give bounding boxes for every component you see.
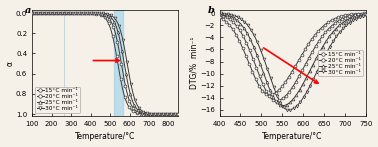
X-axis label: Temperature/°C: Temperature/°C [262, 132, 323, 141]
Text: b: b [208, 6, 215, 15]
Bar [113, 10, 123, 116]
Y-axis label: DTG/%  min⁻¹: DTG/% min⁻¹ [189, 37, 198, 89]
X-axis label: Temperature/°C: Temperature/°C [75, 132, 135, 141]
Y-axis label: α: α [6, 61, 15, 66]
Legend: 15°C min⁻¹, 20°C min⁻¹, 25°C min⁻¹, 30°C min⁻¹: 15°C min⁻¹, 20°C min⁻¹, 25°C min⁻¹, 30°C… [35, 87, 80, 113]
Legend: 15°C min⁻¹, 20°C min⁻¹, 25°C min⁻¹, 30°C min⁻¹: 15°C min⁻¹, 20°C min⁻¹, 25°C min⁻¹, 30°C… [318, 50, 363, 76]
Text: a: a [25, 6, 31, 15]
